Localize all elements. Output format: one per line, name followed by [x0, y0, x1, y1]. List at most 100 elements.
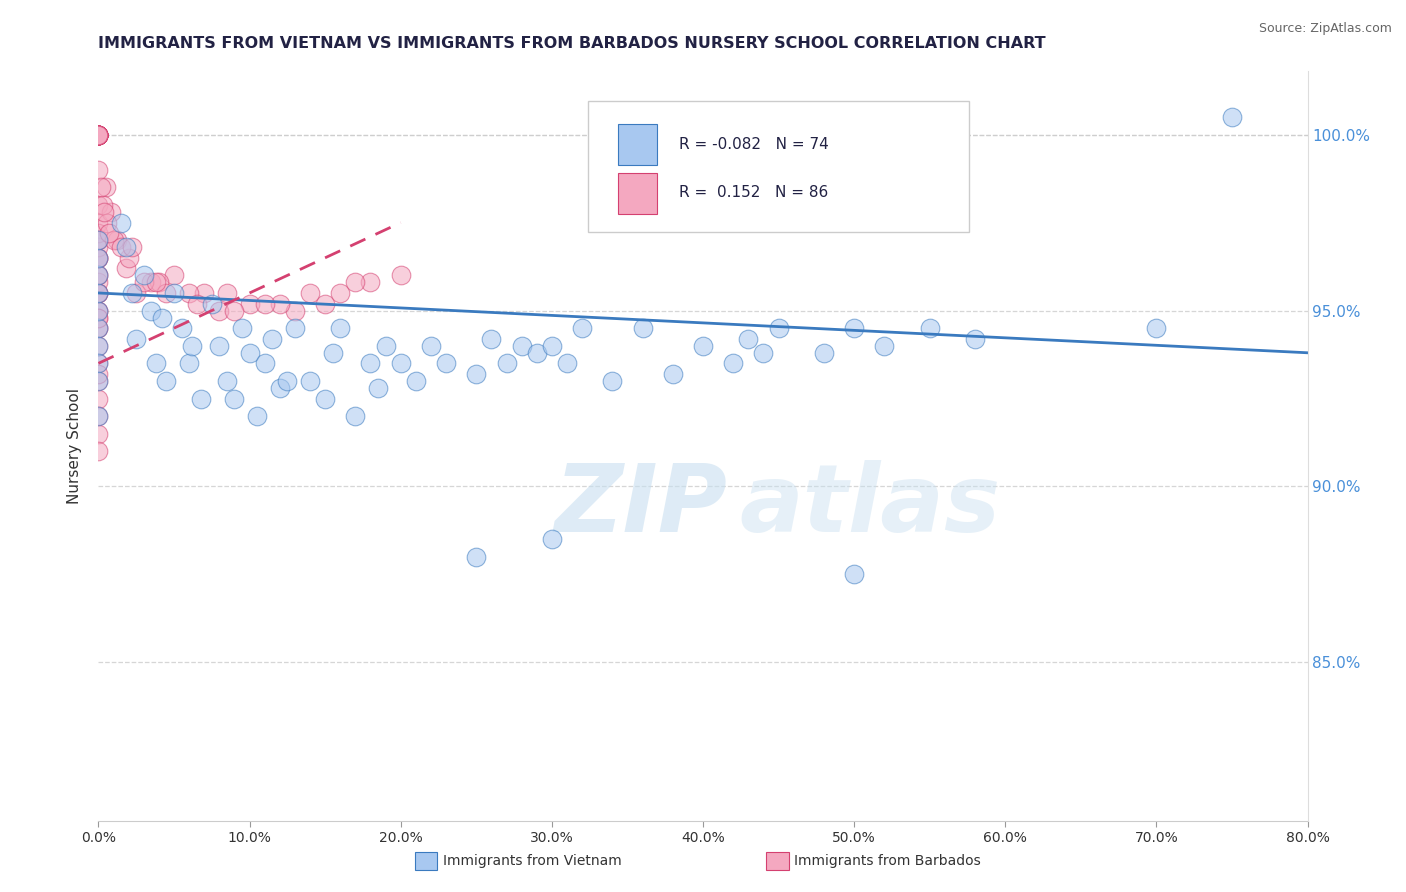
Point: [844, 321, 866, 335]
Point: [87, 374, 110, 388]
Point: [631, 321, 654, 335]
Point: [87, 276, 110, 290]
Point: [239, 296, 262, 310]
Point: [87, 128, 110, 142]
Point: [87, 268, 110, 283]
Point: [91, 198, 114, 212]
Text: R = -0.082   N = 74: R = -0.082 N = 74: [679, 136, 828, 152]
Point: [495, 356, 517, 370]
Point: [87, 128, 110, 142]
Point: [360, 356, 382, 370]
Point: [132, 268, 155, 283]
Point: [87, 285, 110, 300]
Point: [87, 310, 110, 325]
Point: [87, 321, 110, 335]
Point: [201, 296, 224, 310]
Point: [299, 374, 322, 388]
Point: [87, 128, 110, 142]
Point: [186, 296, 208, 310]
Point: [269, 381, 291, 395]
Point: [148, 276, 170, 290]
Point: [110, 240, 132, 254]
Point: [692, 339, 714, 353]
Point: [87, 303, 110, 318]
Point: [87, 409, 110, 423]
Point: [215, 285, 238, 300]
Point: [170, 321, 193, 335]
Point: [118, 251, 141, 265]
Point: [329, 321, 352, 335]
Point: [813, 345, 835, 359]
Point: [87, 251, 110, 265]
Point: [87, 240, 110, 254]
Point: [284, 321, 307, 335]
Point: [465, 549, 488, 564]
Point: [87, 251, 110, 265]
Point: [344, 276, 367, 290]
Point: [405, 374, 427, 388]
FancyBboxPatch shape: [619, 124, 657, 165]
Point: [145, 276, 167, 290]
Point: [163, 268, 186, 283]
Point: [87, 128, 110, 142]
Point: [132, 276, 155, 290]
Point: [141, 303, 163, 318]
Point: [87, 128, 110, 142]
Point: [87, 339, 110, 353]
Point: [262, 332, 284, 346]
Point: [87, 128, 110, 142]
Point: [87, 339, 110, 353]
Point: [121, 240, 143, 254]
Point: [246, 409, 269, 423]
Point: [389, 356, 412, 370]
Point: [87, 285, 110, 300]
Point: [87, 426, 110, 441]
Point: [299, 285, 322, 300]
Point: [965, 332, 987, 346]
Point: [87, 128, 110, 142]
Point: [208, 303, 231, 318]
Point: [94, 180, 117, 194]
Point: [314, 296, 336, 310]
Point: [87, 128, 110, 142]
Point: [276, 374, 298, 388]
Point: [105, 233, 128, 247]
Point: [434, 356, 457, 370]
Point: [752, 345, 775, 359]
Point: [87, 268, 110, 283]
Point: [103, 233, 125, 247]
Point: [87, 444, 110, 458]
Point: [87, 233, 110, 247]
Point: [114, 261, 136, 276]
Point: [284, 303, 307, 318]
Point: [540, 339, 562, 353]
Point: [540, 533, 562, 547]
Point: [602, 374, 624, 388]
Point: [873, 339, 896, 353]
Point: [215, 374, 238, 388]
Point: [253, 296, 276, 310]
Point: [239, 345, 262, 359]
Point: [125, 332, 148, 346]
Point: [737, 332, 759, 346]
Point: [87, 128, 110, 142]
Point: [768, 321, 790, 335]
Point: [114, 240, 136, 254]
Point: [87, 128, 110, 142]
Point: [87, 128, 110, 142]
Point: [87, 356, 110, 370]
Point: [179, 356, 201, 370]
Point: [87, 226, 110, 240]
Point: [87, 128, 110, 142]
Point: [253, 356, 276, 370]
Point: [87, 392, 110, 406]
Point: [723, 356, 745, 370]
Point: [87, 128, 110, 142]
Point: [150, 310, 173, 325]
Point: [231, 321, 253, 335]
Point: [193, 285, 215, 300]
Point: [181, 339, 204, 353]
Point: [344, 409, 367, 423]
Point: [87, 374, 110, 388]
FancyBboxPatch shape: [619, 172, 657, 214]
